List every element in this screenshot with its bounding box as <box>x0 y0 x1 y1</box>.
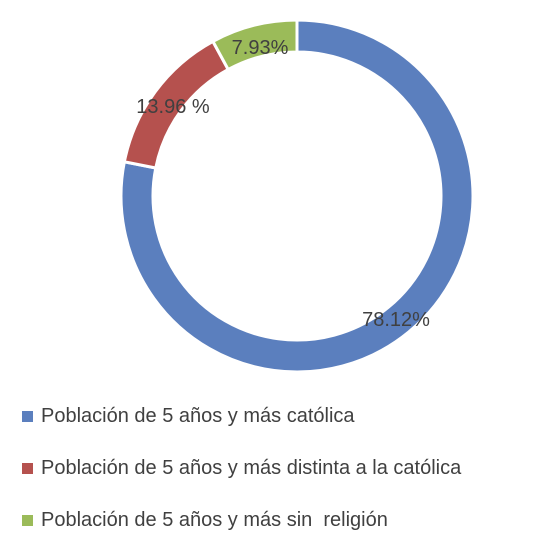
legend-label-sin-religion: Población de 5 años y más sin religión <box>41 508 388 531</box>
legend-swatch-catolica <box>22 410 33 422</box>
label-catolica: 78.12% <box>362 309 430 331</box>
legend-swatch-sin-religion <box>22 514 33 526</box>
legend-swatch-distinta <box>22 462 33 474</box>
data-labels: 78.12% 13.96 % 7.93% <box>136 37 430 331</box>
slice-catolica <box>119 18 475 374</box>
legend-label-catolica: Población de 5 años y más católica <box>41 404 355 427</box>
legend-item-catolica: Población de 5 años y más católica <box>22 398 552 434</box>
donut-slices <box>119 18 475 374</box>
legend-label-distinta: Población de 5 años y más distinta a la … <box>41 456 462 479</box>
slice-sin-religion <box>210 18 299 72</box>
label-sin-religion: 7.93% <box>232 37 289 59</box>
legend-item-sin-religion: Población de 5 años y más sin religión <box>22 502 552 538</box>
label-distinta: 13.96 % <box>136 96 210 118</box>
legend: Población de 5 años y más católica Pobla… <box>22 398 552 554</box>
legend-item-distinta: Población de 5 años y más distinta a la … <box>22 450 552 486</box>
